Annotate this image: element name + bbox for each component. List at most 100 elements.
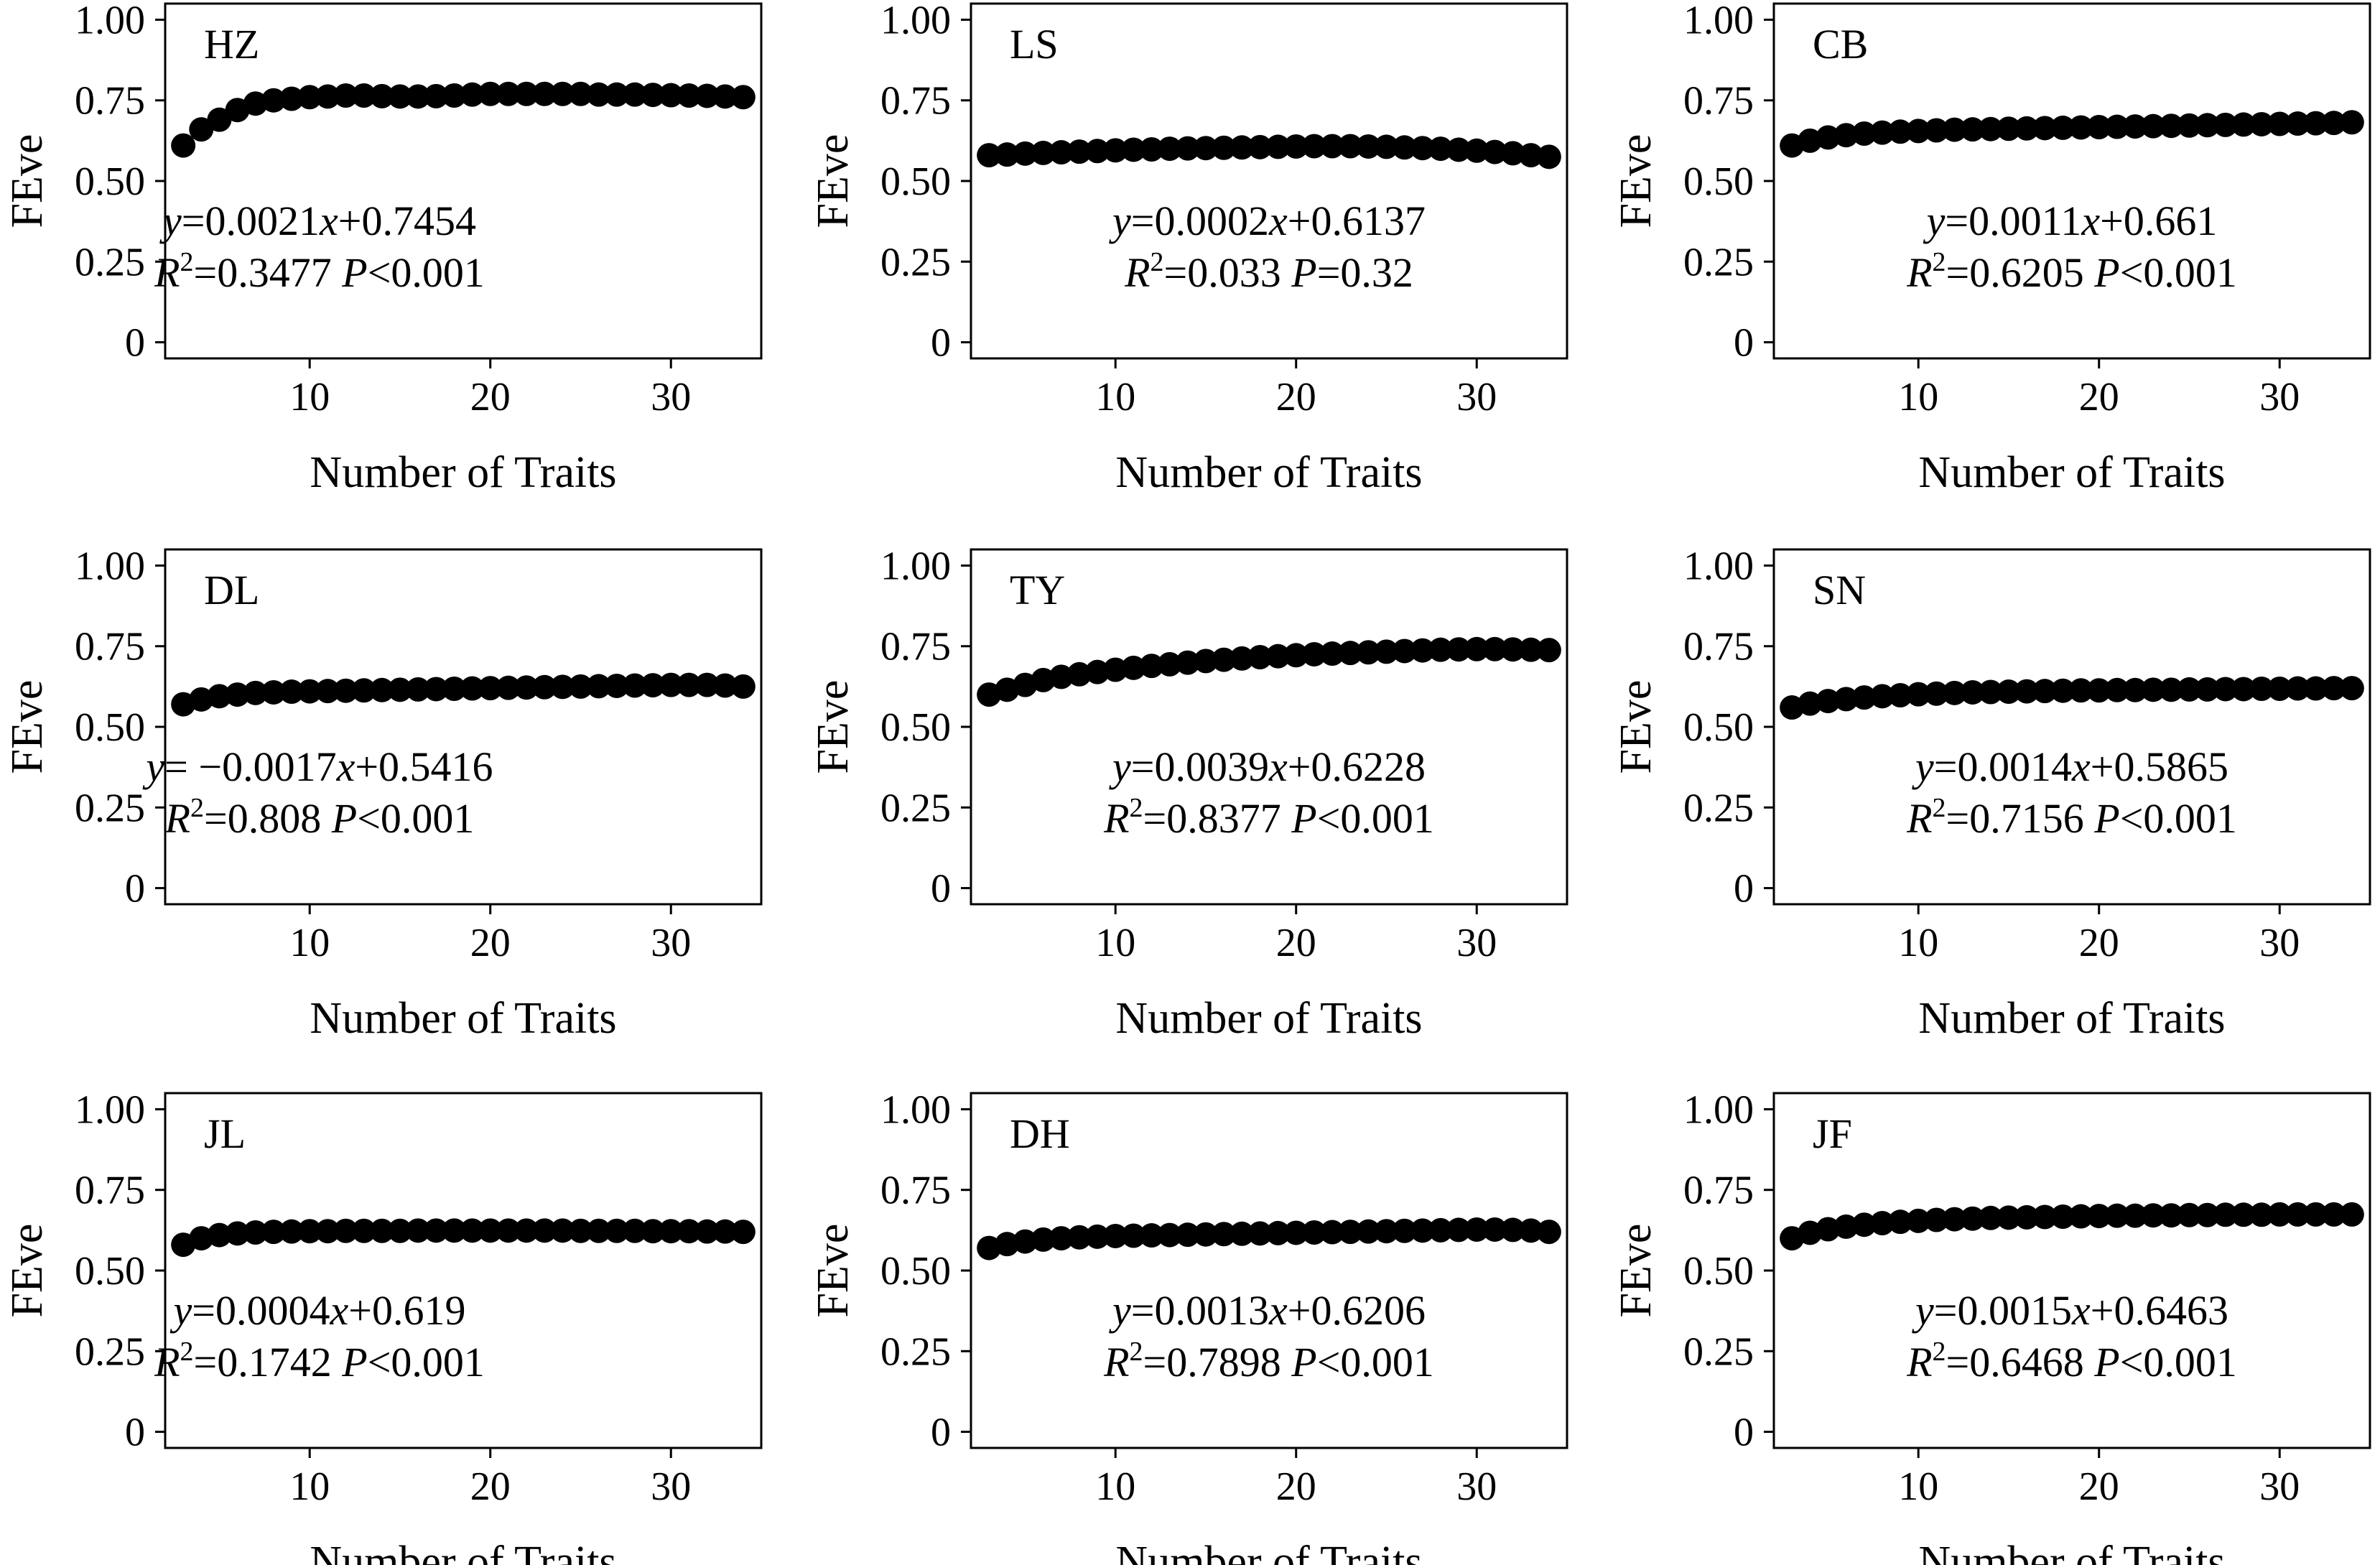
data-point [442,677,467,702]
data-point [225,1221,250,1246]
y-tick-label: 0 [125,321,145,366]
x-axis-label: Number of Traits [1918,994,2225,1043]
y-tick-label: 0.25 [1683,240,1754,284]
data-point [2032,679,2058,704]
regression-stats: R2=0.1742 P<0.001 [154,1337,485,1385]
data-point [1356,1219,1381,1244]
chart-panel-dl: 0 0.25 0.50 0.75 1.00 10 20 30 Number of Traits F… [3,544,763,1043]
data-point [225,682,250,707]
y-tick-label: 0.50 [880,705,951,750]
data-point [2321,111,2346,136]
y-tick-label: 0 [931,321,951,366]
y-tick-label: 1.00 [880,1087,951,1132]
data-point [677,672,702,697]
data-point [2086,678,2111,703]
data-point [496,675,521,700]
data-point [659,1219,684,1244]
y-tick-label: 1.00 [1683,544,1754,588]
data-point [1464,636,1489,661]
data-point [2032,116,2058,141]
data-point [297,85,322,110]
x-tick-label: 20 [1276,1464,1316,1509]
data-point [995,142,1020,167]
x-axis-label: Number of Traits [310,448,616,497]
data-point [333,678,358,703]
data-point [1139,1223,1164,1248]
panel-label: DL [204,567,259,613]
data-point [189,1226,214,1251]
data-point [1157,1222,1182,1248]
data-point [2231,677,2256,702]
panel-label: JF [1813,1110,1852,1157]
data-point [622,82,647,107]
data-point [550,1218,575,1243]
data-point [2123,114,2148,139]
x-tick-label: 20 [470,921,511,965]
data-point [387,677,412,702]
data-point [1320,641,1345,667]
data-point [1374,1219,1399,1244]
data-point [1338,134,1363,159]
data-point [1798,1220,1823,1245]
x-tick-label: 20 [2079,1464,2119,1509]
data-point [1247,644,1273,669]
data-point [995,1232,1020,1257]
data-point [1851,1212,1877,1237]
data-point [730,85,756,110]
data-point [207,1222,232,1248]
plot-frame [164,1092,763,1449]
regression-stats: R2=0.7156 P<0.001 [1906,793,2237,842]
data-point [2177,113,2202,138]
x-tick-label: 30 [1456,375,1497,419]
x-tick-label: 10 [289,1464,330,1509]
data-point [2303,111,2328,136]
data-point [677,83,702,108]
data-point [586,1218,611,1243]
data-point [1888,682,1913,707]
y-axis-label: FEve [809,1224,857,1318]
data-point [1374,134,1399,159]
regression-stats: R2=0.6468 P<0.001 [1906,1337,2237,1385]
data-point [2267,1202,2292,1227]
data-point [1410,136,1435,161]
panel-label: JL [204,1110,246,1157]
data-point [1518,143,1543,168]
plot-frame [970,2,1568,360]
data-point [532,674,557,700]
data-point [694,672,720,697]
data-point [1869,684,1895,709]
data-point [387,84,412,109]
regression-stats: R2=0.6205 P<0.001 [1906,247,2237,296]
x-tick-label: 30 [2259,1464,2300,1509]
data-point [514,81,539,106]
y-tick-label: 0.25 [1683,1329,1754,1374]
data-point [712,1219,738,1244]
data-point [1049,1226,1074,1251]
y-axis-label: FEve [809,680,857,774]
data-point [1536,638,1561,663]
regression-equation: y=0.0039x+0.6228 [1109,743,1426,790]
data-point [315,84,340,109]
x-axis-label: Number of Traits [1115,448,1422,497]
data-point [1869,1210,1895,1235]
data-point [1265,644,1291,669]
data-point [2141,677,2166,702]
y-tick-label: 0.75 [75,1169,145,1213]
data-point [712,673,738,698]
data-point [730,674,756,699]
data-point [1338,1220,1363,1245]
data-point [351,83,376,108]
data-point [1193,136,1218,161]
data-point [261,679,286,705]
x-tick-label: 30 [2259,921,2300,965]
data-point [2213,112,2238,137]
y-tick-label: 0.50 [1683,159,1754,204]
data-point [641,1219,666,1244]
x-tick-label: 30 [1456,1464,1497,1509]
x-tick-label: 10 [289,921,330,965]
data-point [1103,657,1128,682]
data-point [1356,640,1381,665]
y-tick-label: 1.00 [1683,1087,1754,1132]
data-point [977,143,1002,168]
